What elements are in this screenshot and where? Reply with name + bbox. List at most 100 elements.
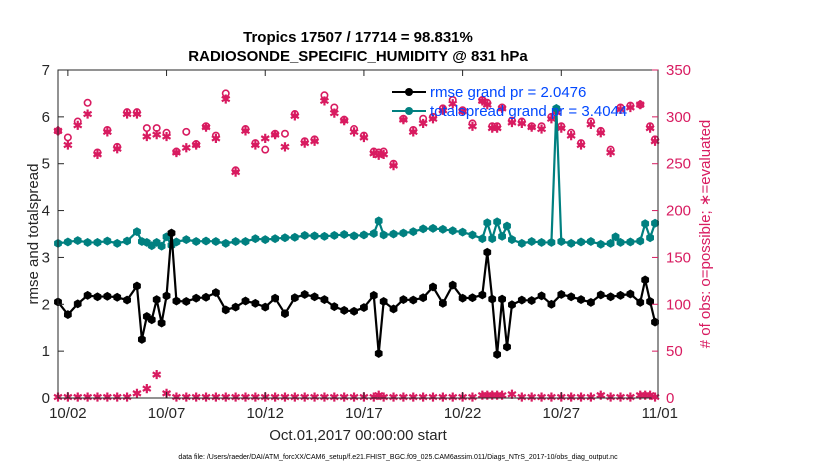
rmse-point [93, 292, 102, 302]
line-layer [54, 103, 659, 359]
x-tick-label: 10/12 [246, 405, 284, 422]
obs-rejected-point [448, 392, 458, 402]
totalspread-point [399, 228, 408, 238]
totalspread-point [508, 235, 516, 245]
obs-evaluated-point [546, 114, 556, 124]
y2-tick-label: 350 [666, 62, 691, 79]
rmse-point [202, 292, 210, 302]
totalspread-point [157, 241, 166, 251]
legend-spread-label: totalspread grand pr = 3.4044 [430, 103, 627, 120]
obs-rejected-point [142, 384, 152, 394]
obs-rejected-point [517, 392, 527, 402]
obs-evaluated-point [517, 118, 527, 129]
obs-rejected-point [428, 392, 438, 402]
totalspread-point [537, 237, 546, 247]
obs-evaluated-point [398, 115, 408, 125]
obs-evaluated-point [566, 131, 576, 141]
obs-rejected-point [181, 392, 191, 402]
rmse-point [646, 296, 654, 306]
rmse-point [636, 297, 645, 307]
totalspread-point [641, 219, 650, 229]
obs-rejected-point [152, 369, 162, 380]
obs-rejected-point [300, 392, 310, 402]
obs-evaluated-point [625, 102, 635, 113]
obs-evaluated-point [388, 160, 399, 171]
totalspread-point [271, 234, 279, 244]
obs-possible-point [83, 98, 92, 107]
totalspread-point [468, 230, 477, 240]
rmse-point [103, 291, 112, 301]
totalspread-point [493, 217, 502, 227]
totalspread-point [651, 218, 659, 228]
obs-evaluated-point [300, 138, 310, 148]
obs-evaluated-point [418, 118, 428, 129]
totalspread-point [596, 239, 605, 249]
obs-rejected-point [507, 389, 517, 399]
totalspread-point [379, 230, 388, 240]
totalspread-point [547, 237, 556, 247]
totalspread-point [557, 237, 566, 246]
rmse-point [167, 228, 176, 238]
totalspread-point [527, 237, 536, 246]
totalspread-point [320, 231, 329, 241]
obs-rejected-point [231, 392, 241, 402]
legend-spread-marker [405, 107, 413, 115]
obs-rejected-point [566, 392, 576, 402]
y2-tick-label: 100 [666, 296, 691, 313]
y-tick-label: 4 [42, 203, 50, 220]
y2-tick-label: 300 [666, 109, 691, 126]
rmse-point [137, 334, 146, 344]
rmse-point [651, 317, 659, 327]
obs-rejected-point [349, 392, 359, 402]
obs-evaluated-point [359, 132, 369, 143]
rmse-point [448, 280, 457, 290]
x-tick-label: 10/07 [148, 405, 186, 422]
obs-rejected-point [290, 392, 300, 402]
obs-evaluated-point [92, 149, 103, 159]
totalspread-point [567, 238, 576, 248]
obs-evaluated-point [290, 111, 300, 121]
rmse-point [241, 296, 250, 306]
obs-rejected-point [221, 392, 231, 402]
totalspread-point [419, 224, 428, 234]
obs-rejected-point [122, 392, 132, 402]
obs-evaluated-point [438, 105, 448, 115]
obs-evaluated-point [576, 140, 586, 150]
rmse-point [596, 290, 605, 300]
rmse-point [374, 349, 383, 358]
x-tick-label: 10/17 [345, 405, 383, 422]
totalspread-point [503, 221, 511, 231]
totalspread-point [73, 236, 82, 246]
totalspread-point [587, 237, 595, 246]
obs-evaluated-point [280, 142, 290, 152]
obs-evaluated-point [221, 94, 231, 104]
obs-rejected-point [339, 392, 349, 402]
rmse-point [83, 290, 92, 300]
rmse-point [152, 295, 161, 305]
legend: rmse grand pr = 2.0476 totalspread grand… [392, 84, 627, 120]
rmse-point [399, 295, 408, 305]
obs-rejected-point [240, 392, 251, 402]
totalspread-point [63, 237, 72, 247]
totalspread-point [113, 238, 122, 248]
totalspread-point [646, 233, 654, 243]
rmse-point [221, 305, 230, 315]
y-axis-label: rmse and totalspread [25, 164, 42, 305]
totalspread-point [340, 229, 349, 239]
obs-evaluated-point [537, 124, 547, 134]
obs-evaluated-point [467, 121, 478, 131]
rmse-point [429, 282, 437, 292]
obs-evaluated-point [428, 114, 438, 124]
obs-rejected-point [576, 392, 586, 402]
obs-evaluated-point [329, 108, 339, 118]
rmse-point [369, 290, 378, 300]
obs-rejected-point [379, 392, 389, 402]
obs-evaluated-point [527, 122, 537, 132]
rmse-point [616, 290, 625, 300]
obs-evaluated-point [635, 100, 645, 110]
obs-rejected-point [329, 392, 339, 402]
totalspread-point [577, 237, 585, 247]
rmse-point [73, 299, 82, 309]
obs-rejected-point [73, 392, 83, 402]
y-tick-label: 5 [42, 156, 50, 173]
